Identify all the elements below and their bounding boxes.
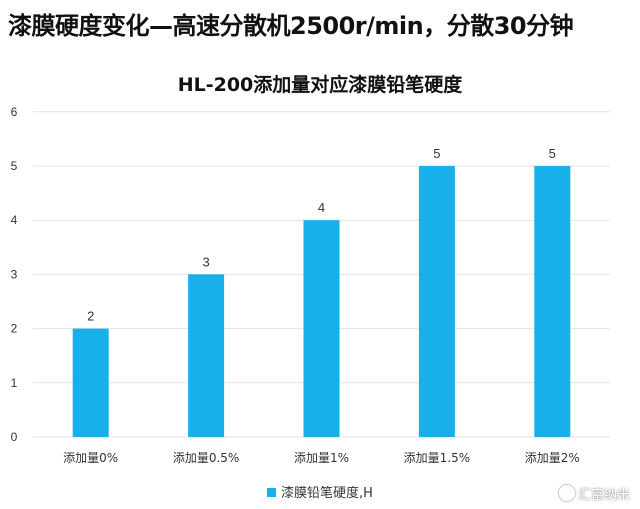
legend: 漆膜铅笔硬度,H	[0, 482, 640, 501]
data-label: 4	[318, 200, 325, 215]
bar	[72, 328, 109, 437]
watermark-logo-icon	[558, 485, 575, 501]
data-label: 5	[433, 146, 440, 161]
page-title: 漆膜硬度变化—高速分散机2500r/min，分散30分钟	[8, 12, 574, 40]
data-label: 2	[87, 309, 94, 324]
y-tick-label: 4	[11, 213, 18, 227]
y-axis-ticks: 0 1 2 3 4 5 6	[11, 105, 18, 444]
y-tick-label: 1	[11, 376, 18, 390]
y-tick-label: 3	[11, 267, 18, 281]
y-tick-label: 0	[11, 430, 18, 444]
legend-label: 漆膜铅笔硬度,H	[281, 486, 373, 501]
data-label: 5	[549, 146, 556, 161]
legend-swatch	[267, 488, 277, 497]
y-tick-label: 5	[11, 159, 18, 173]
data-label: 3	[202, 254, 209, 269]
data-labels: 2 3 4 5 5	[87, 146, 556, 324]
y-tick-label: 2	[11, 322, 18, 336]
x-tick-label: 添加量0%	[63, 451, 118, 465]
x-tick-label: 添加量1%	[294, 451, 349, 465]
chart-title: HL-200添加量对应漆膜铅笔硬度	[177, 74, 463, 96]
bar	[534, 166, 571, 437]
bar	[418, 166, 455, 437]
x-tick-label: 添加量0.5%	[173, 451, 240, 465]
watermark-text: 汇富纳米	[577, 488, 630, 503]
watermark: 汇富纳米	[558, 484, 630, 503]
x-tick-label: 添加量2%	[525, 451, 580, 465]
bar	[303, 220, 340, 437]
y-tick-label: 6	[11, 105, 18, 119]
x-tick-label: 添加量1.5%	[404, 451, 471, 465]
bar	[188, 274, 225, 437]
bars	[72, 166, 571, 437]
x-axis-ticks: 添加量0% 添加量0.5% 添加量1% 添加量1.5% 添加量2%	[63, 451, 580, 465]
